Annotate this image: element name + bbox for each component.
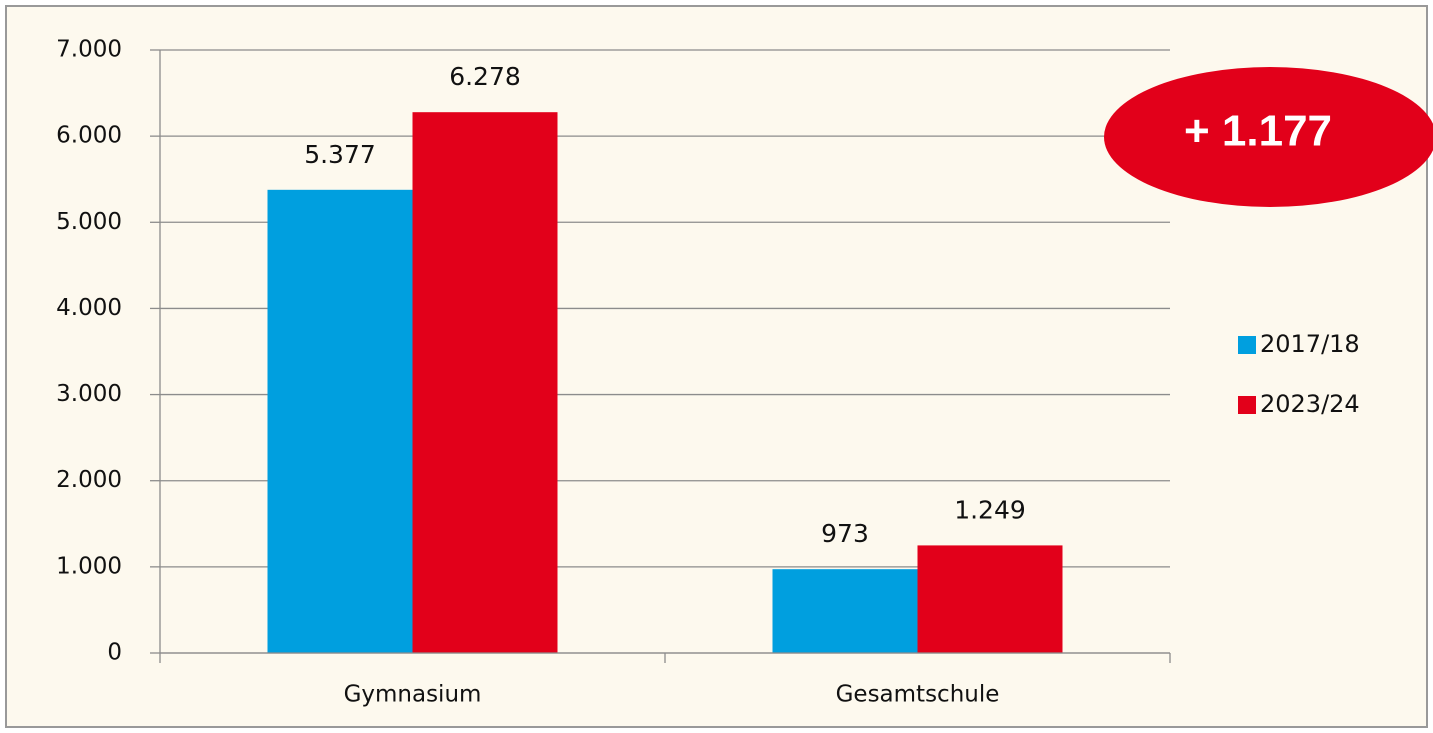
legend-swatch	[1238, 396, 1256, 414]
bar	[267, 189, 413, 653]
y-tick-label: 5.000	[56, 209, 122, 235]
annotation: + 1.177	[1184, 107, 1332, 156]
legend-label: 2023/24	[1260, 390, 1360, 418]
x-tick-label: Gymnasium	[344, 682, 482, 708]
y-tick-label: 1.000	[56, 553, 122, 579]
bar	[412, 112, 558, 654]
bar	[772, 569, 918, 653]
value-label: 6.278	[449, 62, 521, 91]
value-label: 5.377	[304, 140, 376, 169]
legend-swatch	[1238, 336, 1256, 354]
x-tick-label: Gesamtschule	[836, 682, 1000, 708]
y-tick-label: 0	[107, 640, 122, 666]
y-tick-label: 6.000	[56, 123, 122, 149]
value-label: 973	[821, 519, 869, 548]
legend-label: 2017/18	[1260, 330, 1360, 358]
annotation-badge	[1104, 67, 1433, 207]
y-tick-label: 3.000	[56, 381, 122, 407]
y-tick-label: 7.000	[56, 37, 122, 63]
value-label: 1.249	[954, 495, 1026, 524]
y-tick-label: 4.000	[56, 295, 122, 321]
y-tick-label: 2.000	[56, 467, 122, 493]
bar	[917, 545, 1063, 653]
